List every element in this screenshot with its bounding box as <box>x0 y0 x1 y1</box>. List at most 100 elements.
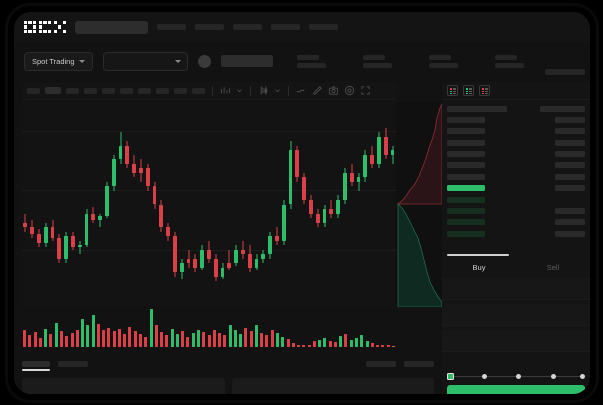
orderbook-row[interactable] <box>447 128 585 135</box>
orderbook-view-asks-icon[interactable] <box>479 85 490 96</box>
bottom-panel-1[interactable] <box>22 378 225 394</box>
orderbook-row[interactable] <box>447 230 585 237</box>
candle <box>390 102 395 307</box>
order-form-row-1[interactable] <box>442 278 590 300</box>
pair-select[interactable] <box>102 51 188 71</box>
volume-bar <box>91 315 95 347</box>
nav-item-5[interactable] <box>308 24 338 30</box>
volume-bar <box>186 336 190 347</box>
volume-bar <box>228 324 232 347</box>
submit-order-button[interactable] <box>447 385 585 394</box>
toolbar-divider <box>212 85 213 96</box>
order-form-row-2[interactable] <box>442 304 590 326</box>
candle <box>281 102 286 307</box>
volume-bar <box>360 335 364 347</box>
bottom-action-2[interactable] <box>404 361 434 367</box>
indicators-icon[interactable] <box>220 85 231 96</box>
orderbook-row[interactable] <box>447 116 585 123</box>
volume-bar <box>28 335 32 347</box>
volume-bar <box>312 341 316 347</box>
candle <box>193 102 198 307</box>
volume-bar <box>65 335 69 347</box>
slider-handle[interactable] <box>447 372 454 380</box>
slider-step-50[interactable] <box>516 373 521 379</box>
slider-step-25[interactable] <box>481 373 487 379</box>
volume-bar <box>381 345 385 347</box>
candle <box>227 102 232 307</box>
chevron-down-icon[interactable] <box>236 85 243 96</box>
orderbook-row[interactable] <box>447 139 585 146</box>
volume-bar <box>139 334 143 347</box>
nav-item-4[interactable] <box>270 24 300 30</box>
order-form-row-3[interactable] <box>442 330 590 352</box>
chevron-down-icon[interactable] <box>274 85 281 96</box>
orderbook-row[interactable] <box>447 162 585 169</box>
bottom-action-1[interactable] <box>366 361 396 367</box>
okx-logo[interactable] <box>24 20 66 34</box>
amount-slider[interactable] <box>447 372 585 380</box>
candle <box>84 102 89 307</box>
volume-bar <box>307 345 311 347</box>
candle <box>254 102 259 307</box>
orderbook-view-bids-icon[interactable] <box>463 85 474 96</box>
volume-bar <box>33 331 37 347</box>
interval-button-4[interactable] <box>102 87 115 94</box>
nav-item-2[interactable] <box>194 24 224 30</box>
search-input[interactable] <box>74 20 148 34</box>
volume-bar <box>323 338 327 347</box>
candle <box>220 102 225 307</box>
orderbook-rows[interactable] <box>442 69 590 256</box>
orderbook-row[interactable] <box>447 185 585 192</box>
tab-buy[interactable]: Buy <box>472 263 486 272</box>
orderbook-row[interactable] <box>447 208 585 215</box>
interval-button-7[interactable] <box>156 87 169 94</box>
volume-bar <box>149 309 153 347</box>
volume-bar <box>391 345 395 347</box>
bottom-panel-2[interactable] <box>231 378 434 394</box>
bottom-tab-1[interactable] <box>22 361 50 367</box>
volume-bar <box>160 331 164 347</box>
candle <box>234 102 239 307</box>
volume-bar <box>254 324 258 347</box>
nav-item-3[interactable] <box>232 24 262 30</box>
bottom-tab-2[interactable] <box>58 361 88 367</box>
volume-bar <box>223 335 227 347</box>
trendline-icon[interactable] <box>296 85 307 96</box>
interval-button-6[interactable] <box>138 87 151 94</box>
orderbook-row[interactable] <box>447 151 585 158</box>
orderbook-row[interactable] <box>447 219 585 226</box>
candle <box>64 102 69 307</box>
orderbook-scrollbar[interactable] <box>447 254 509 256</box>
draw-icon[interactable] <box>312 85 323 96</box>
interval-button-9[interactable] <box>192 87 205 94</box>
camera-icon[interactable] <box>328 85 339 96</box>
candle <box>349 102 354 307</box>
slider-step-75[interactable] <box>550 373 556 379</box>
orderbook-row[interactable] <box>447 105 585 112</box>
interval-button-1[interactable] <box>45 87 61 94</box>
candle <box>383 102 388 307</box>
price-chart[interactable] <box>22 102 396 307</box>
slider-step-100[interactable] <box>580 373 585 379</box>
top-navigation-bar <box>14 12 590 42</box>
interval-button-2[interactable] <box>66 87 79 94</box>
volume-bar <box>112 331 116 347</box>
settings-icon[interactable] <box>344 85 355 96</box>
orderbook-view-both-icon[interactable] <box>447 85 458 96</box>
nav-item-1[interactable] <box>156 24 186 30</box>
market-type-dropdown[interactable]: Spot Trading <box>24 51 93 71</box>
interval-button-0[interactable] <box>27 87 40 94</box>
interval-button-8[interactable] <box>174 87 187 94</box>
interval-button-3[interactable] <box>84 87 97 94</box>
chart-type-icon[interactable] <box>258 85 269 96</box>
candle <box>145 102 150 307</box>
volume-bar <box>196 329 200 347</box>
volume-bar <box>144 336 148 347</box>
orderbook-row[interactable] <box>447 173 585 180</box>
orderbook-row[interactable] <box>447 196 585 203</box>
candle <box>275 102 279 307</box>
interval-button-5[interactable] <box>120 87 133 94</box>
chevron-down-icon <box>174 59 181 63</box>
fullscreen-icon[interactable] <box>360 85 371 96</box>
tab-sell[interactable]: Sell <box>546 263 560 272</box>
